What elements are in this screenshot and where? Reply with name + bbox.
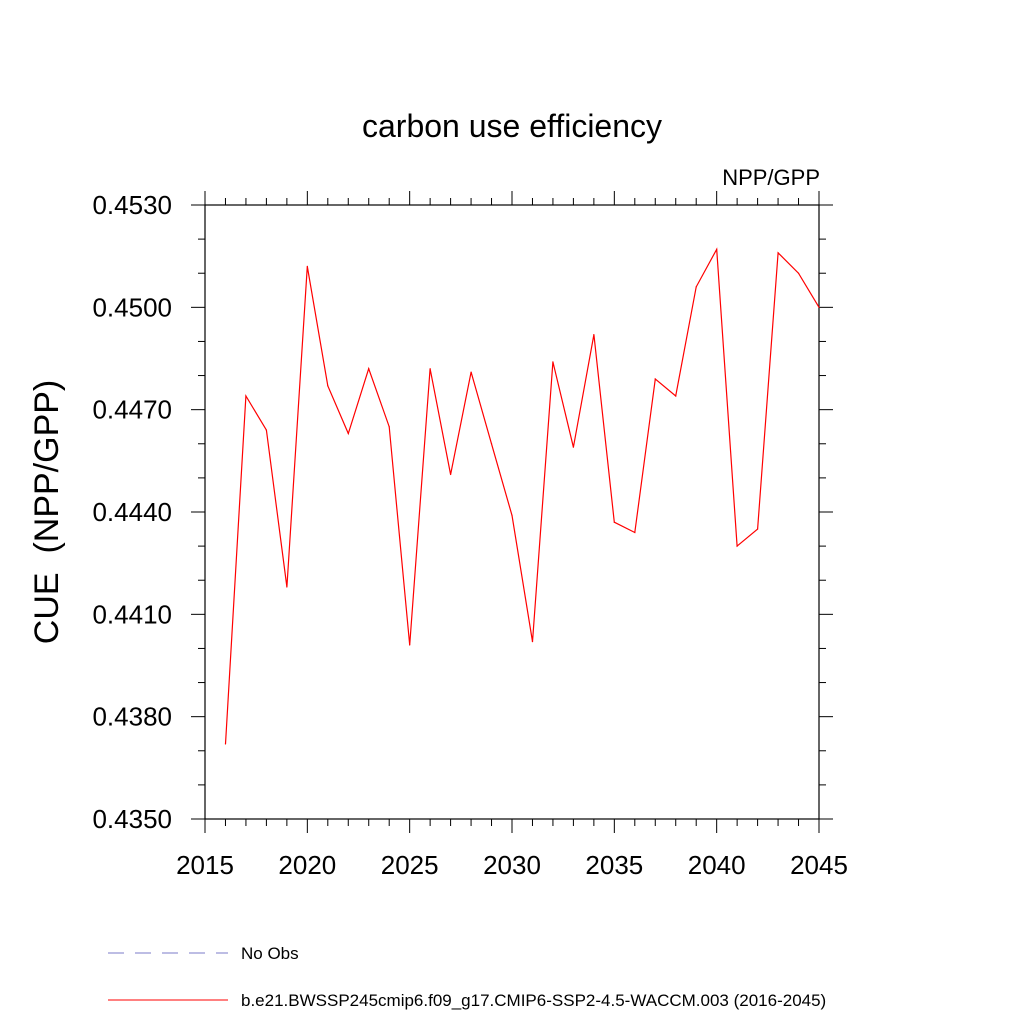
data-point [654,378,656,380]
data-point [757,528,759,530]
series-layer [224,247,820,745]
data-point [593,334,595,336]
data-point [675,395,677,397]
data-point [409,644,411,646]
legend-label: b.e21.BWSSP245cmip6.f09_g17.CMIP6-SSP2-4… [241,991,826,1010]
data-point [306,265,308,267]
data-point [511,514,513,517]
data-point [736,545,738,547]
y-tick-label: 0.4470 [92,395,172,425]
x-tick-label: 2025 [381,850,439,880]
y-tick-label: 0.4380 [92,702,172,732]
x-tick-label: 2035 [585,850,643,880]
data-point [265,429,267,431]
data-point [818,306,820,308]
data-point [388,426,390,428]
y-tick-label: 0.4530 [92,190,172,220]
series-line [224,247,820,745]
y-tick-label: 0.4440 [92,497,172,527]
legend-label: No Obs [241,944,299,963]
data-point [572,446,575,448]
data-point [613,521,615,523]
data-point [552,361,554,363]
x-tick-label: 2030 [483,850,541,880]
data-point [429,368,431,370]
data-point [470,371,472,373]
chart-subtitle: NPP/GPP [722,165,820,190]
data-point [777,252,779,254]
chart-title: carbon use efficiency [362,108,662,144]
y-tick-label: 0.4410 [92,599,172,629]
x-tick-label: 2040 [688,850,746,880]
data-point [695,286,697,288]
data-point [327,385,329,387]
legend: No Obs b.e21.BWSSP245cmip6.f09_g17.CMIP6-… [108,944,826,1010]
y-tick-label: 0.4350 [92,804,172,834]
x-tick-label: 2015 [176,850,234,880]
data-point [245,395,247,397]
data-point [286,586,288,588]
x-tick-label: 2020 [278,850,336,880]
plot-frame [204,204,820,820]
data-point [531,641,534,643]
data-point [224,743,227,745]
data-point [634,531,636,534]
data-point [716,248,718,250]
data-point [347,432,349,435]
axis-ticks: 2015 2020 2025 2030 2035 2040 2045 0.4350 0.4380… [92,190,847,880]
data-point [490,443,493,445]
data-point [450,473,452,476]
data-point [797,272,800,274]
x-tick-label: 2045 [790,850,848,880]
y-axis-label: CUE (NPP/GPP) [28,380,66,644]
y-tick-label: 0.4500 [92,292,172,322]
data-point [368,368,370,370]
